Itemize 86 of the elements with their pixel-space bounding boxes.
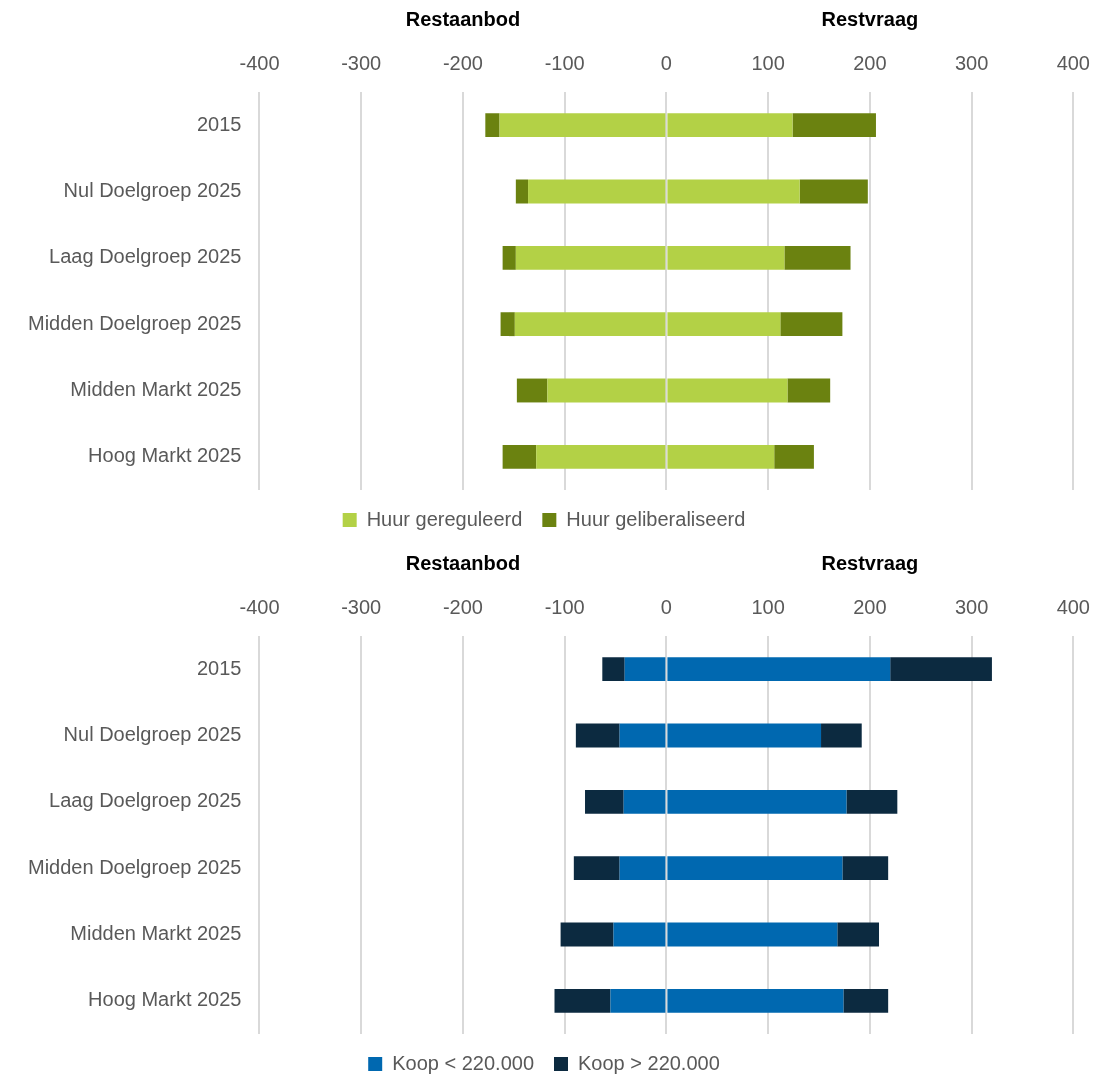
y-tick-label: Midden Doelgroep 2025 bbox=[27, 311, 242, 334]
x-tick-label: 100 bbox=[751, 51, 785, 74]
bar bbox=[585, 789, 624, 814]
x-tick-label: -300 bbox=[341, 51, 382, 74]
x-tick-label: 400 bbox=[1056, 51, 1090, 74]
bar bbox=[799, 179, 868, 204]
bar bbox=[613, 922, 666, 947]
bar bbox=[528, 179, 666, 204]
bar bbox=[780, 312, 843, 337]
bar bbox=[667, 444, 775, 469]
bar bbox=[842, 856, 889, 881]
bar bbox=[619, 856, 666, 881]
x-tick-label: -100 bbox=[544, 51, 585, 74]
x-tick-label: -200 bbox=[442, 595, 483, 618]
x-tick-label: 300 bbox=[954, 51, 989, 74]
text: Restaanbod bbox=[405, 7, 521, 30]
y-tick-label: Midden Doelgroep 2025 bbox=[27, 855, 242, 878]
bar bbox=[667, 245, 785, 270]
y-tick-label: Midden Markt 2025 bbox=[70, 922, 242, 945]
y-tick-label: Laag Doelgroep 2025 bbox=[49, 789, 242, 812]
legend-label: Huur geliberaliseerd bbox=[566, 507, 746, 530]
text: Restvraag bbox=[821, 7, 919, 30]
bar bbox=[667, 988, 844, 1013]
bar bbox=[560, 922, 614, 947]
bar bbox=[623, 789, 666, 814]
x-tick-label: -400 bbox=[239, 595, 280, 618]
x-tick-label: -300 bbox=[341, 595, 382, 618]
bar bbox=[602, 657, 625, 682]
y-tick-label: Hoog Markt 2025 bbox=[88, 444, 242, 467]
bar bbox=[890, 657, 992, 682]
bar bbox=[536, 444, 666, 469]
bar bbox=[837, 922, 880, 947]
bar bbox=[515, 245, 666, 270]
bar bbox=[667, 312, 781, 337]
legend-label: Koop < 220.000 bbox=[392, 1051, 534, 1074]
bar bbox=[502, 245, 516, 270]
x-tick-label: 200 bbox=[853, 595, 887, 618]
bar bbox=[575, 723, 620, 748]
y-tick-label: Hoog Markt 2025 bbox=[88, 988, 242, 1011]
bar bbox=[554, 988, 611, 1013]
bar bbox=[485, 113, 500, 138]
bar bbox=[499, 113, 666, 138]
bar bbox=[502, 444, 537, 469]
bar bbox=[821, 723, 862, 748]
bar bbox=[500, 312, 515, 337]
bar bbox=[667, 856, 843, 881]
bar bbox=[787, 378, 831, 403]
bar bbox=[624, 657, 666, 682]
bar bbox=[667, 789, 847, 814]
y-tick-label: Laag Doelgroep 2025 bbox=[49, 245, 242, 268]
x-tick-label: 300 bbox=[954, 595, 989, 618]
y-tick-label: Nul Doelgroep 2025 bbox=[63, 723, 242, 746]
bar bbox=[774, 444, 814, 469]
bar bbox=[667, 922, 838, 947]
bar bbox=[619, 723, 666, 748]
bar bbox=[667, 378, 788, 403]
bar bbox=[667, 179, 800, 204]
bar bbox=[547, 378, 666, 403]
y-tick-label: 2015 bbox=[196, 112, 242, 135]
x-tick-label: 200 bbox=[853, 51, 887, 74]
bar bbox=[667, 113, 793, 138]
bar bbox=[667, 657, 891, 682]
bar bbox=[516, 378, 548, 403]
bar bbox=[667, 723, 822, 748]
bar bbox=[610, 988, 666, 1013]
bar bbox=[573, 856, 620, 881]
y-tick-label: Nul Doelgroep 2025 bbox=[63, 179, 242, 202]
bar bbox=[515, 179, 529, 204]
x-tick-label: 0 bbox=[660, 51, 672, 74]
legend-label: Huur gereguleerd bbox=[366, 507, 523, 530]
text: Restaanbod bbox=[405, 551, 521, 574]
bar bbox=[792, 113, 876, 138]
x-tick-label: 0 bbox=[660, 595, 672, 618]
x-tick-label: 400 bbox=[1056, 595, 1090, 618]
legend-label: Koop > 220.000 bbox=[578, 1051, 720, 1074]
x-tick-label: -200 bbox=[442, 51, 483, 74]
x-tick-label: 100 bbox=[751, 595, 785, 618]
x-tick-label: -100 bbox=[544, 595, 585, 618]
bar bbox=[846, 789, 898, 814]
text: Restvraag bbox=[821, 551, 919, 574]
y-tick-label: Midden Markt 2025 bbox=[70, 378, 242, 401]
bar bbox=[514, 312, 666, 337]
bar bbox=[843, 988, 889, 1013]
x-tick-label: -400 bbox=[239, 51, 280, 74]
bar bbox=[784, 245, 851, 270]
y-tick-label: 2015 bbox=[196, 656, 242, 679]
